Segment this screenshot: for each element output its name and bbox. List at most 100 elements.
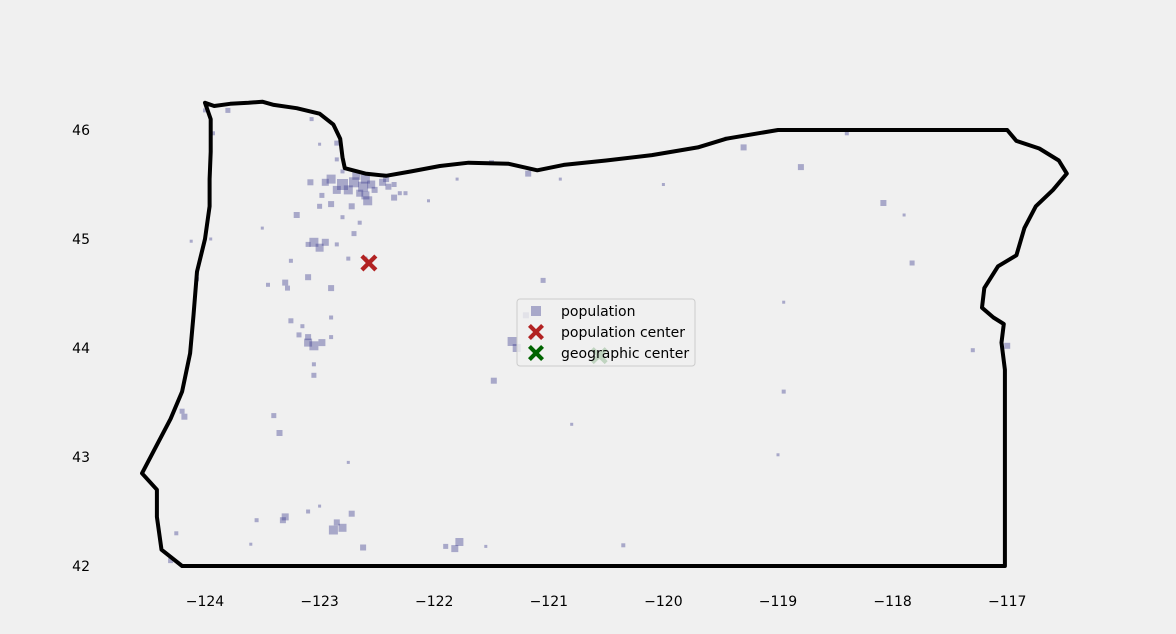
population-point xyxy=(844,131,849,136)
legend-population-marker xyxy=(531,306,541,316)
population-point xyxy=(281,513,289,521)
population-point xyxy=(427,199,430,203)
population-point xyxy=(266,282,270,287)
population-point xyxy=(254,518,259,523)
population-point xyxy=(282,279,289,286)
population-point xyxy=(455,538,464,546)
population-point xyxy=(348,510,355,517)
y-tick-label: 46 xyxy=(72,123,90,139)
population-point xyxy=(909,260,915,266)
population-point xyxy=(379,178,387,186)
population-point xyxy=(211,131,215,136)
population-point xyxy=(317,203,323,209)
population-point xyxy=(319,192,325,198)
population-point xyxy=(293,212,300,218)
population-point xyxy=(391,194,398,201)
population-point xyxy=(321,238,329,246)
population-point xyxy=(279,517,286,524)
population-point xyxy=(349,177,359,188)
population-point xyxy=(318,504,322,508)
population-point xyxy=(340,169,345,174)
population-point xyxy=(782,300,786,304)
population-point xyxy=(305,241,311,247)
population-point xyxy=(970,348,975,353)
y-axis-ticks: 42 43 44 45 46 xyxy=(72,123,90,575)
population-point xyxy=(360,544,367,551)
population-point xyxy=(391,182,397,187)
population-point xyxy=(363,196,373,206)
population-point xyxy=(346,460,350,464)
legend-population-center-marker xyxy=(528,324,544,340)
population-point xyxy=(318,339,326,347)
population-point xyxy=(326,174,336,184)
legend-geographic-center-marker xyxy=(528,345,544,361)
population-point xyxy=(337,179,348,190)
population-point xyxy=(338,523,347,532)
population-point xyxy=(276,430,283,436)
population-point xyxy=(311,372,317,378)
population-point xyxy=(334,242,339,247)
population-point xyxy=(249,542,253,546)
population-point xyxy=(490,377,497,384)
population-point xyxy=(343,185,353,195)
population-point xyxy=(311,362,316,367)
state-outline xyxy=(140,99,1069,568)
population-point xyxy=(385,183,392,190)
population-point xyxy=(329,315,334,320)
population-point xyxy=(351,231,357,237)
population-point xyxy=(203,108,207,113)
legend-geographic-center-label: geographic center xyxy=(561,346,689,362)
population-point xyxy=(902,213,906,217)
y-tick-label: 43 xyxy=(72,450,90,466)
population-point xyxy=(334,140,340,146)
population-point xyxy=(307,179,314,186)
population-points xyxy=(168,107,1011,564)
x-tick-label: −121 xyxy=(530,594,568,610)
population-point xyxy=(181,413,188,420)
population-point xyxy=(189,239,193,243)
y-tick-label: 44 xyxy=(72,341,90,357)
population-point xyxy=(174,531,179,536)
population-point xyxy=(484,544,488,548)
population-point xyxy=(397,191,402,196)
population-point xyxy=(540,277,546,283)
y-tick-label: 42 xyxy=(72,559,90,575)
population-point xyxy=(570,422,574,426)
population-point xyxy=(367,180,376,189)
population-point xyxy=(179,408,185,414)
legend: population population center geographic … xyxy=(516,298,696,367)
population-point xyxy=(333,519,340,526)
x-tick-label: −123 xyxy=(300,594,338,610)
population-point xyxy=(357,220,362,225)
y-tick-label: 45 xyxy=(72,232,90,248)
population-point xyxy=(318,142,322,146)
x-tick-label: −117 xyxy=(988,594,1026,610)
population-point xyxy=(661,183,665,186)
population-point xyxy=(321,178,329,186)
population-point xyxy=(455,177,459,181)
x-tick-label: −119 xyxy=(759,594,797,610)
legend-x-marker xyxy=(528,324,544,340)
population-point xyxy=(309,117,314,122)
population-point xyxy=(304,338,313,347)
population-point xyxy=(328,285,335,292)
population-point xyxy=(797,164,804,171)
population-point xyxy=(315,243,324,252)
population-point xyxy=(507,337,517,346)
population-point xyxy=(352,171,361,180)
population-point xyxy=(271,413,277,419)
population-point xyxy=(525,170,532,177)
x-tick-label: −122 xyxy=(415,594,453,610)
x-tick-label: −124 xyxy=(186,594,225,610)
population-point xyxy=(328,525,338,535)
legend-population-center-label: population center xyxy=(561,325,685,341)
population-point xyxy=(288,318,294,324)
population-point xyxy=(383,176,390,183)
population-point xyxy=(260,226,264,230)
population-point xyxy=(1004,342,1011,349)
population-point xyxy=(305,274,312,281)
population-point xyxy=(329,335,334,340)
population-point xyxy=(361,191,370,200)
x-tick-label: −120 xyxy=(644,594,682,610)
